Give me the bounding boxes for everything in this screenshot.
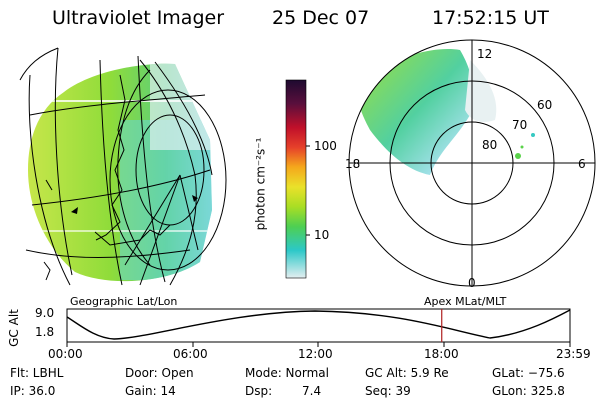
mlat-label-80: 80 [482, 138, 498, 152]
mlt-label-18: 18 [345, 157, 361, 171]
gc-alt-info: GC Alt: 5.9 Re [365, 366, 449, 380]
ip-info: IP: 36.0 [10, 384, 56, 398]
colorbar-label-100: 100 [314, 139, 337, 153]
mlt-label-0: 0 [468, 276, 476, 290]
dsp-label: Dsp: [245, 384, 273, 398]
x-tick-0600: 06:00 [173, 347, 208, 361]
polar-caption: Apex MLat/MLT [424, 295, 507, 308]
timeline-axis-label: GC Alt [6, 309, 21, 347]
x-tick-1800: 18:00 [424, 347, 459, 361]
x-tick-2359: 23:59 [556, 347, 591, 361]
y-tick-1-8: 1.8 [35, 325, 55, 339]
instrument-title: Ultraviolet Imager [52, 7, 225, 29]
x-tick-1200: 12:00 [298, 347, 333, 361]
x-tick-0000: 00:00 [48, 347, 83, 361]
mlt-label-12: 12 [477, 47, 493, 61]
altitude-timeline [66, 308, 571, 347]
y-tick-9: 9.0 [35, 306, 55, 320]
colorbar [285, 79, 310, 279]
glat-info: GLat: −75.6 [492, 366, 565, 380]
mlat-label-60: 60 [537, 98, 553, 112]
colorbar-label-10: 10 [314, 228, 330, 242]
mlt-label-6: 6 [578, 157, 586, 171]
glon-info: GLon: 325.8 [492, 384, 565, 398]
colorbar-unit-label: photon cm⁻²s⁻¹ [253, 137, 268, 231]
time-label: 17:52:15 UT [432, 7, 549, 29]
mode-info: Mode: Normal [245, 366, 329, 380]
gain-info: Gain: 14 [125, 384, 176, 398]
dsp-value: 7.4 [302, 384, 322, 398]
door-info: Door: Open [125, 366, 194, 380]
date-label: 25 Dec 07 [272, 7, 370, 29]
filter-info: Flt: LBHL [10, 366, 64, 380]
mlat-label-70: 70 [512, 118, 528, 132]
polar-map [348, 39, 596, 287]
geo-caption: Geographic Lat/Lon [70, 295, 178, 308]
seq-info: Seq: 39 [365, 384, 411, 398]
geographic-map [19, 47, 227, 286]
